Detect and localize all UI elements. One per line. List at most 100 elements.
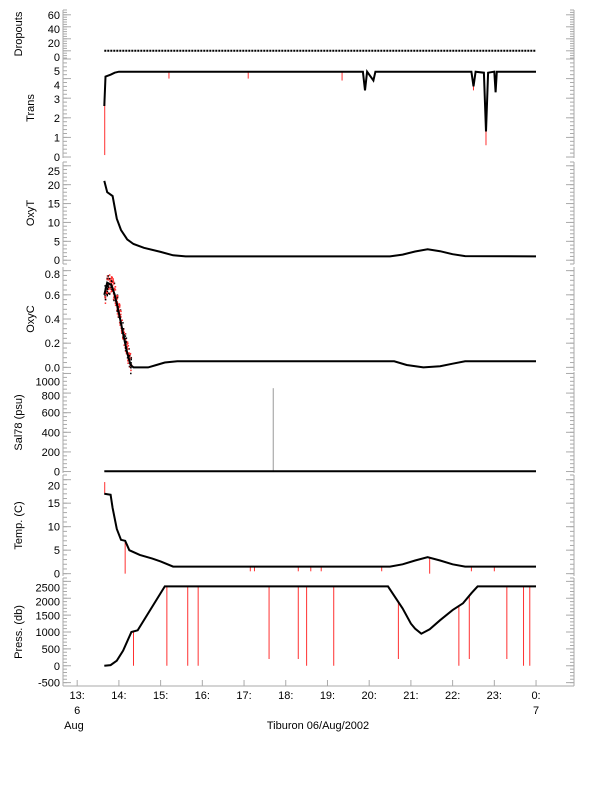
oxyc-raw-point xyxy=(114,302,117,304)
oxyc-raw-point xyxy=(104,295,106,298)
x-tick-label: 14: xyxy=(111,690,126,702)
oxyc-raw-point xyxy=(124,333,127,335)
oxyc-raw-point xyxy=(125,341,128,344)
oxyc-raw-point xyxy=(117,315,120,317)
oxyc-series-line xyxy=(103,281,536,369)
oxyc-raw-point xyxy=(128,365,131,368)
oxyc-raw-point xyxy=(123,344,125,346)
dropouts-tick-label: 20 xyxy=(48,38,60,50)
oxyc-raw-point xyxy=(118,303,121,305)
oxyc-raw-point xyxy=(122,322,124,324)
oxyc-raw-point xyxy=(119,324,121,326)
oxyc-raw-point xyxy=(120,313,122,316)
oxyc-tick-label: 0.8 xyxy=(45,269,60,281)
x-date-day: 6 xyxy=(74,705,80,717)
oxyc-raw-point xyxy=(106,292,109,295)
oxyc-raw-point xyxy=(126,345,129,348)
oxyc-raw-point xyxy=(104,285,106,287)
oxyt-tick-label: 15 xyxy=(48,199,60,211)
oxyc-tick-label: 0.0 xyxy=(45,362,60,374)
oxyc-raw-point xyxy=(117,304,120,306)
oxyc-raw-point xyxy=(130,366,132,369)
oxyc-raw-point xyxy=(121,319,124,321)
oxyc-raw-point xyxy=(127,360,129,362)
oxyc-raw-point xyxy=(109,280,111,283)
oxyc-raw-point xyxy=(112,283,115,285)
press-series-line xyxy=(104,585,536,667)
press-tick-label: 500 xyxy=(42,644,60,656)
oxyc-raw-point xyxy=(130,358,132,361)
temp-tick-label: 15 xyxy=(48,498,60,510)
trans-tick-label: 4 xyxy=(54,80,60,92)
oxyt-tick-label: 10 xyxy=(48,217,60,229)
oxyc-raw-point xyxy=(106,277,108,280)
oxyc-raw-point xyxy=(126,341,129,343)
oxyc-raw-point xyxy=(110,282,113,284)
sal78-tick-label: 800 xyxy=(42,390,60,402)
oxyc-raw-point xyxy=(113,287,116,290)
oxyc-raw-point xyxy=(107,288,110,291)
oxyc-raw-point xyxy=(130,372,132,375)
oxyc-raw-point xyxy=(124,337,127,340)
oxyc-raw-point xyxy=(124,350,127,352)
oxyc-tick-label: 0.6 xyxy=(45,290,60,302)
oxyc-raw-point xyxy=(106,294,109,297)
oxyc-raw-point xyxy=(106,285,109,288)
oxyc-raw-point xyxy=(107,292,110,295)
press-tick-label: -500 xyxy=(38,678,60,690)
trans-tick-label: 3 xyxy=(54,94,60,106)
oxyc-raw-point xyxy=(115,296,118,298)
oxyc-raw-point xyxy=(128,352,130,354)
trans-axis-label: Trans xyxy=(25,94,37,122)
oxyc-raw-point xyxy=(128,353,130,355)
temp-tick-label: 5 xyxy=(54,545,60,557)
oxyc-raw-point xyxy=(106,288,109,291)
oxyc-raw-point xyxy=(112,298,115,301)
oxyc-raw-point xyxy=(129,352,132,355)
sal78-tick-label: 600 xyxy=(42,408,60,420)
oxyc-raw-point xyxy=(106,290,109,293)
oxyc-raw-point xyxy=(126,346,128,349)
press-axis-label: Press. (db) xyxy=(13,605,25,659)
oxyc-raw-point xyxy=(118,305,121,307)
oxyc-raw-point xyxy=(112,279,114,281)
oxyc-axis-label: OxyC xyxy=(25,305,37,333)
oxyc-raw-point xyxy=(128,348,130,350)
trans-tick-label: 5 xyxy=(54,66,60,78)
oxyc-raw-point xyxy=(114,304,117,307)
oxyc-raw-point xyxy=(113,282,116,285)
x-tick-label: 19: xyxy=(320,690,335,702)
oxyc-raw-point xyxy=(111,280,114,283)
press-tick-label: 2000 xyxy=(36,597,60,609)
oxyc-raw-point xyxy=(119,304,121,306)
oxyc-raw-point xyxy=(116,298,119,300)
oxyc-raw-point xyxy=(108,274,111,276)
temp-axis-label: Temp. (C) xyxy=(13,501,25,549)
oxyc-raw-point xyxy=(124,335,127,337)
dropouts-tick-label: 40 xyxy=(48,24,60,36)
x-tick-label: 20: xyxy=(362,690,377,702)
x-tick-label: 18: xyxy=(278,690,293,702)
dropouts-tick-label: 0 xyxy=(54,52,60,64)
oxyc-raw-point xyxy=(112,278,114,280)
oxyc-raw-point xyxy=(111,289,113,292)
oxyc-raw-point xyxy=(127,348,129,350)
oxyc-raw-point xyxy=(107,286,110,288)
oxyc-raw-point xyxy=(126,343,128,345)
oxyc-raw-point xyxy=(104,302,107,304)
oxyc-raw-point xyxy=(113,299,115,302)
oxyc-raw-point xyxy=(127,344,130,347)
dropouts-axis-label: Dropouts xyxy=(13,11,25,56)
oxyc-raw-point xyxy=(122,328,125,330)
oxyc-raw-point xyxy=(114,286,117,288)
dropouts-tick-label: 60 xyxy=(48,10,60,22)
press-tick-label: 2500 xyxy=(36,583,60,595)
x-date-day: 7 xyxy=(533,705,539,717)
oxyc-raw-point xyxy=(127,362,129,364)
oxyc-raw-point xyxy=(116,297,118,299)
oxyc-raw-point xyxy=(110,288,113,291)
oxyt-tick-label: 0 xyxy=(54,255,60,267)
oxyc-raw-point xyxy=(107,277,110,279)
oxyc-raw-point xyxy=(120,331,123,334)
